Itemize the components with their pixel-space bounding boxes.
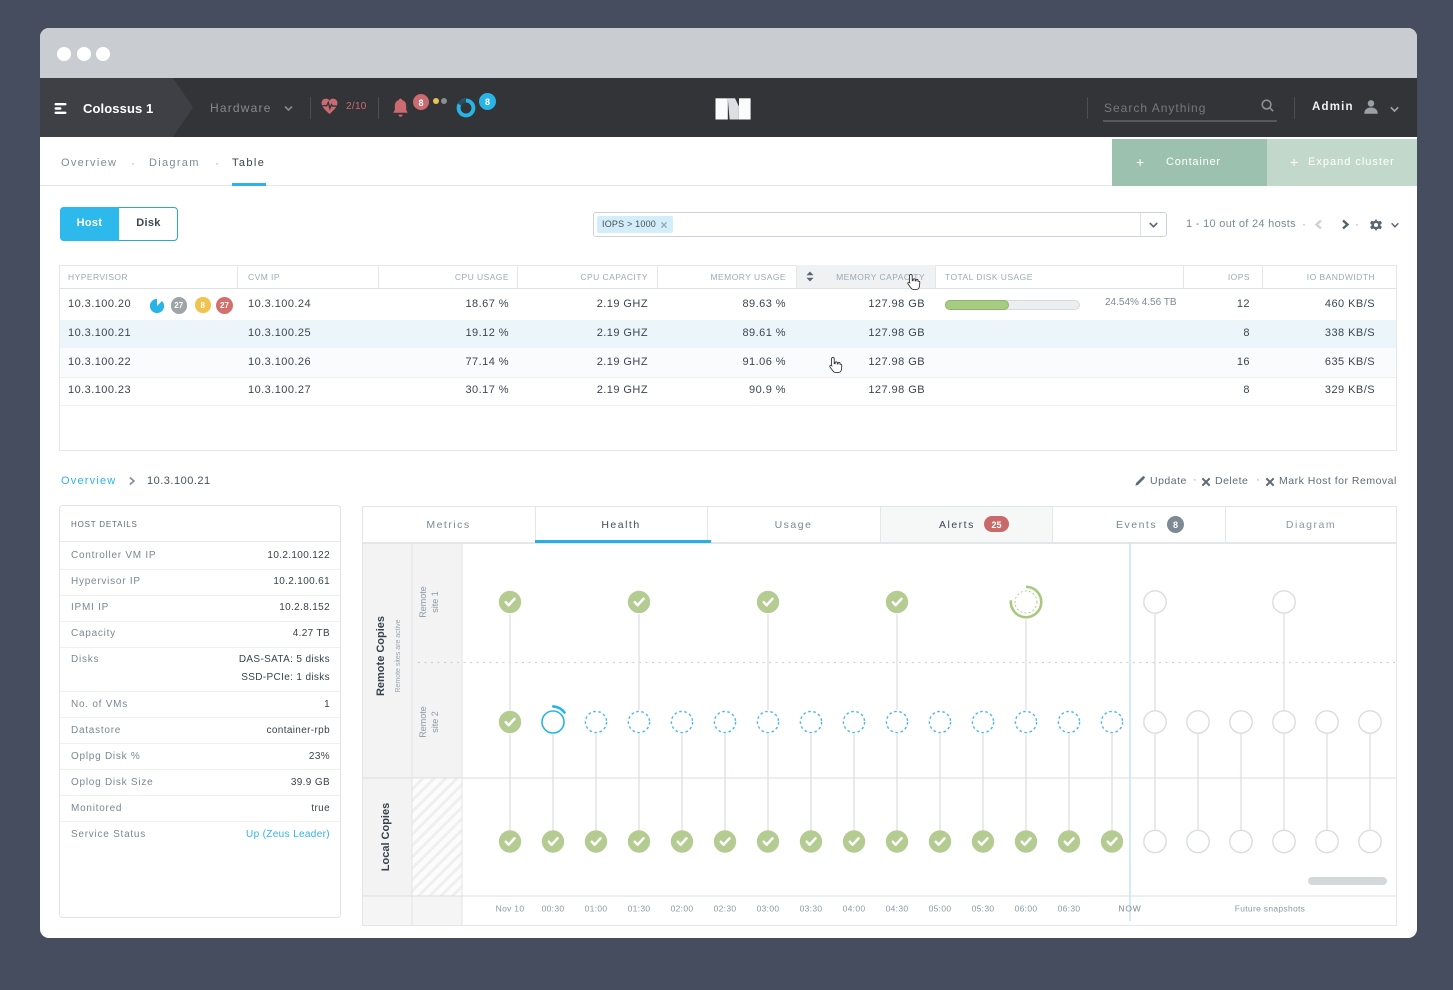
svg-text:04:30: 04:30 [886, 904, 909, 914]
svg-text:00:30: 00:30 [542, 904, 565, 914]
svg-text:Remote sites are active: Remote sites are active [395, 619, 402, 692]
svg-text:site 1: site 1 [430, 591, 440, 613]
svg-text:02:00: 02:00 [671, 904, 694, 914]
svg-text:01:00: 01:00 [585, 904, 608, 914]
svg-text:Remote: Remote [418, 586, 428, 618]
svg-text:05:00: 05:00 [929, 904, 952, 914]
svg-text:06:00: 06:00 [1015, 904, 1038, 914]
svg-text:06:30: 06:30 [1058, 904, 1081, 914]
svg-text:04:00: 04:00 [843, 904, 866, 914]
svg-text:02:30: 02:30 [714, 904, 737, 914]
svg-text:03:00: 03:00 [757, 904, 780, 914]
svg-text:05:30: 05:30 [972, 904, 995, 914]
svg-text:Remote Copies: Remote Copies [375, 616, 387, 696]
svg-text:Future snapshots: Future snapshots [1235, 904, 1305, 914]
svg-text:03:30: 03:30 [800, 904, 823, 914]
svg-text:Remote: Remote [418, 706, 428, 738]
svg-text:Nov 10: Nov 10 [496, 904, 525, 914]
svg-text:01:30: 01:30 [628, 904, 651, 914]
svg-text:NOW: NOW [1118, 904, 1141, 914]
svg-text:Local Copies: Local Copies [380, 803, 392, 871]
svg-text:site 2: site 2 [430, 711, 440, 733]
